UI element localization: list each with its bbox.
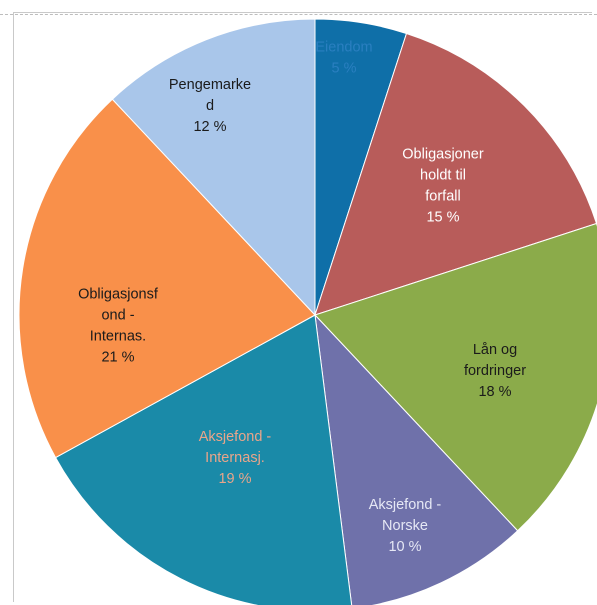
- slice-label-line: Lån og: [473, 342, 517, 358]
- chart-frame: [13, 12, 592, 602]
- slice-label-0: Eiendom 5 %: [315, 40, 372, 77]
- pie-slice-1: [314, 32, 597, 316]
- pie-slice-3: [314, 313, 519, 605]
- pie-slice-6: [111, 18, 316, 317]
- slice-label-line: Obligasjonsf: [78, 287, 159, 303]
- slice-label-line: forfall: [425, 189, 460, 205]
- page-top-rule: [0, 14, 597, 15]
- slice-label-line: d: [206, 98, 214, 114]
- slice-value-4: 19 %: [218, 471, 251, 487]
- slice-label-line: Pengemarke: [169, 77, 251, 93]
- slice-label-line: Aksjefond -: [369, 497, 442, 513]
- slice-label-6: Pengemarke d 12 %: [169, 77, 251, 135]
- slice-label-2: Lån og fordringer 18 %: [464, 342, 526, 400]
- slice-label-3: Aksjefond - Norske 10 %: [369, 497, 442, 555]
- slice-label-line: fordringer: [464, 363, 526, 379]
- slice-label-4: Aksjefond - Internasj. 19 %: [199, 429, 272, 487]
- pie-slice-2: [314, 222, 597, 532]
- slice-label-line: Internasj.: [205, 450, 265, 466]
- pie-slice-4: [54, 314, 353, 605]
- slice-label-line: Internas.: [90, 329, 146, 345]
- pie-slices: [18, 18, 597, 605]
- slice-value-1: 15 %: [426, 210, 459, 226]
- slice-label-5: Obligasjonsf ond - Internas. 21 %: [78, 287, 159, 366]
- pie-slice-5: [18, 98, 316, 459]
- slice-value-5: 21 %: [101, 350, 134, 366]
- slice-value-0: 5 %: [332, 61, 357, 77]
- slice-label-line: Eiendom: [315, 40, 372, 56]
- slice-label-1: Obligasjoner holdt til forfall 15 %: [402, 147, 484, 226]
- slice-label-line: ond -: [101, 308, 134, 324]
- pie-labels: Eiendom 5 % Obligasjoner holdt til forfall 15…: [78, 40, 526, 556]
- slice-value-6: 12 %: [193, 119, 226, 135]
- slice-value-2: 18 %: [478, 384, 511, 400]
- slice-label-line: holdt til: [420, 168, 466, 184]
- slice-value-3: 10 %: [388, 539, 421, 555]
- slice-label-line: Aksjefond -: [199, 429, 272, 445]
- slice-label-line: Norske: [382, 518, 428, 534]
- slice-label-line: Obligasjoner: [402, 147, 484, 163]
